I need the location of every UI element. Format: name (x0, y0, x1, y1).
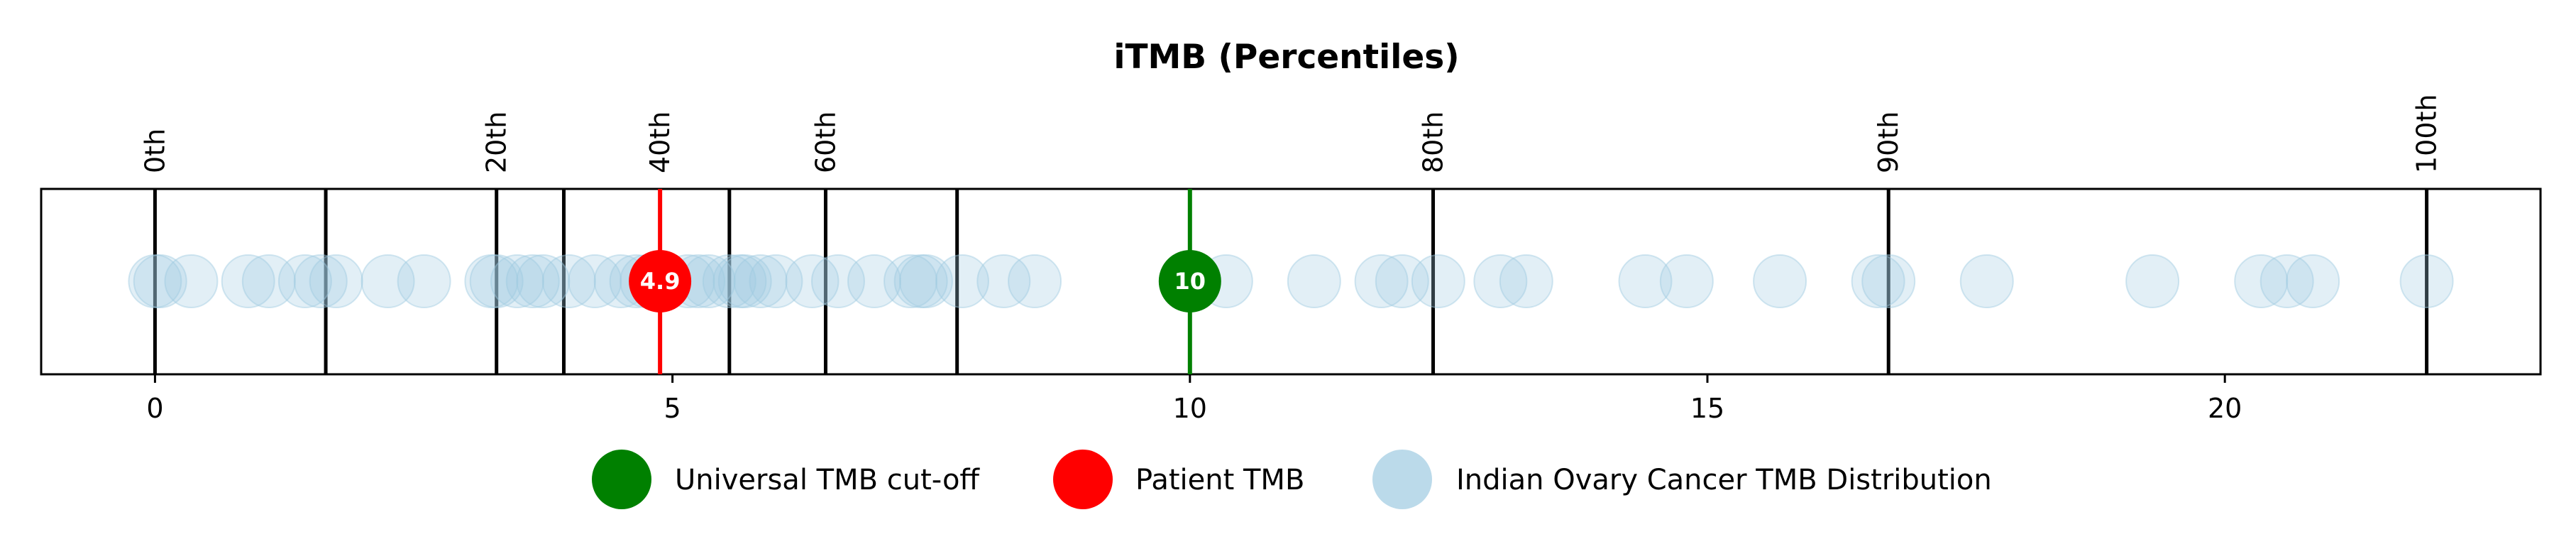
distribution-point (2125, 254, 2180, 308)
distribution-point (893, 254, 948, 308)
x-tick-label: 10 (1173, 393, 1207, 424)
distribution-point (309, 254, 363, 308)
legend-label: Universal TMB cut-off (675, 464, 980, 496)
percentile-label: 100th (2411, 94, 2443, 173)
distribution-point (702, 254, 756, 308)
distribution-point (293, 254, 348, 308)
distribution-point (1753, 254, 1807, 308)
distribution-point (490, 254, 544, 308)
distribution-point (749, 254, 803, 308)
legend-swatch (1053, 450, 1113, 509)
plot-frame (40, 187, 2542, 376)
distribution-point (1851, 254, 1905, 308)
distribution-point (1861, 254, 1916, 308)
percentile-label: 0th (139, 129, 170, 173)
highlight-markers: 4.9 10 (629, 189, 1221, 374)
percentile-label: 60th (810, 112, 841, 173)
distribution-point (568, 254, 622, 308)
distribution-point (277, 254, 332, 308)
percentile-label: 90th (1873, 112, 1904, 173)
legend-label: Indian Ovary Cancer TMB Distribution (1456, 464, 1992, 496)
distribution-point (2234, 254, 2289, 308)
distribution-point (360, 254, 415, 308)
percentile-label: 80th (1418, 112, 1449, 173)
distribution-point (785, 254, 840, 308)
distribution-point (2259, 254, 2314, 308)
distribution-points (128, 254, 2454, 308)
distribution-point (1618, 254, 1673, 308)
distribution-point (516, 254, 571, 308)
chart-title: iTMB (Percentiles) (1113, 38, 1459, 77)
percentile-label: 40th (644, 112, 676, 173)
legend-swatch (1372, 450, 1432, 509)
distribution-point (810, 254, 865, 308)
distribution-point (505, 254, 560, 308)
distribution-point (469, 254, 524, 308)
distribution-point (717, 254, 772, 308)
distribution-point (541, 254, 596, 308)
distribution-point (1008, 254, 1062, 308)
patient-value: 4.9 (640, 268, 681, 295)
distribution-point (712, 254, 767, 308)
legend-label: Patient TMB (1135, 464, 1304, 496)
distribution-point (128, 254, 182, 308)
distribution-point (241, 254, 296, 308)
distribution-point (733, 254, 788, 308)
cutoff-value: 10 (1174, 268, 1206, 295)
x-tick-label: 5 (664, 393, 681, 424)
distribution-point (464, 254, 519, 308)
distribution-point (221, 254, 275, 308)
distribution-point (847, 254, 901, 308)
distribution-point (164, 254, 219, 308)
x-tick-label: 0 (146, 393, 163, 424)
distribution-point (1375, 254, 1429, 308)
cutoff-marker (1158, 250, 1221, 312)
percentile-label: 20th (481, 112, 512, 173)
distribution-point (2286, 254, 2340, 308)
distribution-point (1287, 254, 1341, 308)
distribution-point (1354, 254, 1409, 308)
distribution-point (935, 254, 989, 308)
legend-swatch (592, 450, 651, 509)
distribution-point (133, 254, 187, 308)
percentile-labels: 0th 20th 40th 60th 80th 90th 100th (139, 94, 2442, 173)
distribution-point (1659, 254, 1714, 308)
distribution-point (1411, 254, 1465, 308)
distribution-point (2399, 254, 2454, 308)
distribution-point (884, 254, 938, 308)
distribution-point (1959, 254, 2014, 308)
distribution-point (898, 254, 953, 308)
patient-marker (629, 250, 692, 312)
x-tick-label: 15 (1690, 393, 1724, 424)
distribution-point (1473, 254, 1528, 308)
distribution-point (1499, 254, 1553, 308)
x-tick-label: 20 (2208, 393, 2242, 424)
legend: Universal TMB cut-off Patient TMB Indian O… (592, 450, 1992, 509)
distribution-point (976, 254, 1031, 308)
x-axis: 0 5 10 15 20 (146, 374, 2242, 424)
distribution-point (397, 254, 451, 308)
